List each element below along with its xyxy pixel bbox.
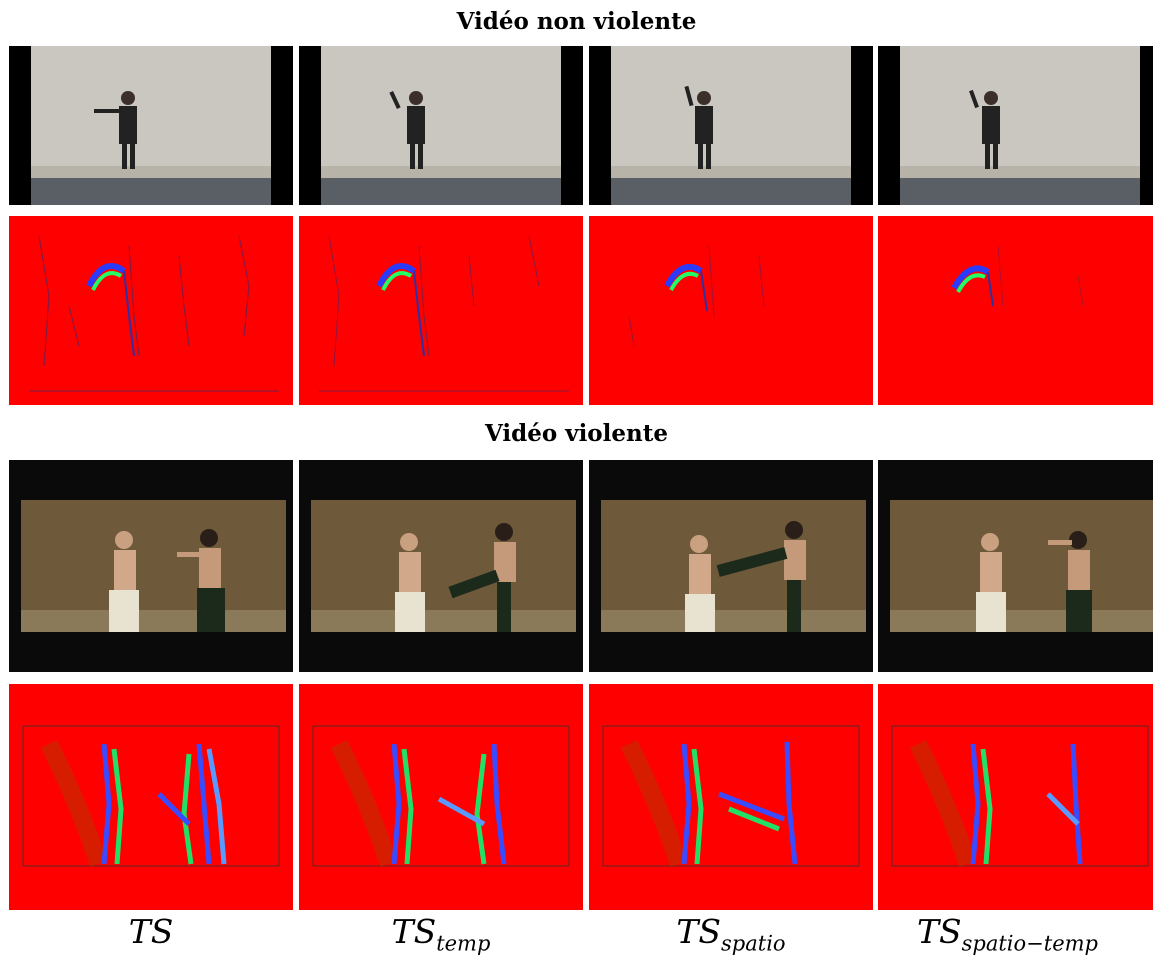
flow-map-nonviolent-ts-temp	[299, 216, 583, 405]
section-title-non-violent: Vidéo non violente	[456, 8, 697, 35]
flow-map-nonviolent-ts-spatio	[589, 216, 873, 405]
flow-map-violent-ts-spatio-temp	[878, 684, 1153, 910]
flow-map-violent-ts-spatio	[589, 684, 873, 910]
frame-violent-3	[589, 460, 873, 672]
frame-violent-1	[9, 460, 293, 672]
caption-base: TS	[917, 912, 962, 951]
frame-violent-2	[299, 460, 583, 672]
caption-ts: TS	[9, 912, 293, 956]
frame-nonviolent-3	[589, 46, 873, 205]
caption-base: TS	[391, 912, 437, 951]
flow-map-violent-ts-temp	[299, 684, 583, 910]
caption-subscript: spatio	[721, 931, 786, 956]
caption-ts-temp: TStemp	[299, 912, 583, 956]
frame-nonviolent-1	[9, 46, 293, 205]
caption-subscript: temp	[436, 931, 491, 956]
caption-base: TS	[676, 912, 722, 951]
flow-map-violent-ts	[9, 684, 293, 910]
caption-ts-spatio: TSspatio	[589, 912, 873, 956]
section-title-violent: Vidéo violente	[484, 420, 669, 447]
flow-map-nonviolent-ts-spatio-temp	[878, 216, 1153, 405]
frame-nonviolent-2	[299, 46, 583, 205]
caption-subscript: spatio−temp	[961, 931, 1098, 956]
frame-nonviolent-4	[878, 46, 1153, 205]
caption-base: TS	[128, 912, 174, 951]
frame-violent-4	[878, 460, 1153, 672]
caption-ts-spatio-temp: TSspatio−temp	[862, 912, 1153, 956]
flow-map-nonviolent-ts	[9, 216, 293, 405]
